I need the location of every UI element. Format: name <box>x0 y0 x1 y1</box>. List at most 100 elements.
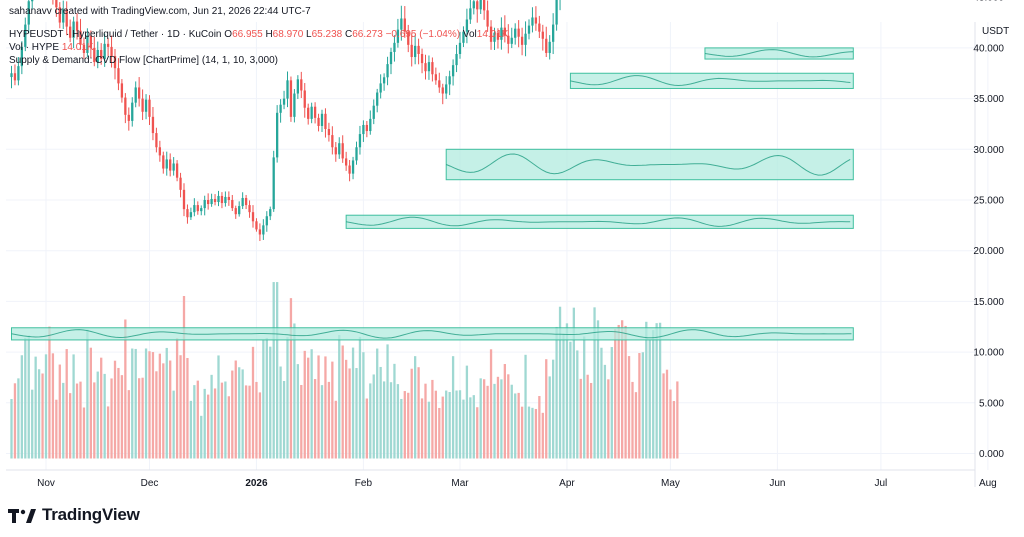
volume-bar <box>510 384 513 459</box>
price-tick-label: 40.000 <box>973 43 1004 54</box>
volume-bar <box>517 392 520 459</box>
candle-body <box>113 56 117 69</box>
volume-bar <box>351 347 355 459</box>
candle-body <box>20 46 23 67</box>
candle-body <box>27 1 30 25</box>
volume-bar <box>189 400 193 459</box>
volume-bar <box>138 378 141 459</box>
volume-bar <box>458 390 462 459</box>
candle-body <box>248 205 251 213</box>
candle-body <box>234 208 237 215</box>
candle-body <box>207 200 210 205</box>
volume-bar <box>389 382 393 459</box>
volume-bar <box>238 367 241 459</box>
volume-bar <box>82 407 86 459</box>
volume-bar <box>186 357 189 459</box>
candle-body <box>58 7 61 23</box>
candle-body <box>286 80 289 99</box>
candle-body <box>462 31 465 43</box>
symbol-name: HYPEUSDT · Hyperliquid / Tether · 1D · K… <box>9 29 222 40</box>
candle-body <box>507 35 510 44</box>
volume-bar <box>269 346 272 459</box>
candle-body <box>62 9 65 23</box>
candle-body <box>386 64 389 78</box>
candle-body <box>410 44 413 58</box>
candle-body <box>345 158 348 166</box>
candle-body <box>317 117 320 126</box>
volume-bar <box>469 397 472 459</box>
open-label: O <box>224 29 233 40</box>
candle-body <box>545 38 548 53</box>
volume-bar <box>583 336 586 459</box>
volume-bar <box>179 355 182 459</box>
price-axis[interactable]: 80.00075.00070.00065.00060.00055.00050.0… <box>973 0 1004 487</box>
time-axis[interactable]: Nov Dec 2026 Feb Mar Apr May Jun Jul Aug <box>6 469 997 489</box>
volume-bar <box>472 395 475 459</box>
volume-bar <box>62 382 65 459</box>
close-label: C <box>344 29 353 40</box>
volume-bar <box>234 360 237 459</box>
volume-bar <box>193 385 196 459</box>
volume-bar <box>96 371 99 459</box>
volume-bar <box>210 374 213 459</box>
candle-body <box>486 10 489 27</box>
volume-bar <box>220 382 224 459</box>
volume-bar <box>451 356 455 459</box>
volume-bar <box>621 320 624 459</box>
candle-body <box>541 31 544 39</box>
candle-body <box>469 8 472 20</box>
volume-bar <box>603 364 607 459</box>
volume-bar <box>248 385 251 459</box>
credit-line: sahanavv created with TradingView.com, J… <box>9 6 311 17</box>
volume-bar <box>113 360 117 459</box>
volume-bar <box>486 385 489 459</box>
volume-bar <box>576 350 579 459</box>
time-tick-label: Dec <box>141 478 159 489</box>
volume-bar <box>320 385 324 459</box>
candle-body <box>120 83 124 98</box>
candle-body <box>420 53 424 64</box>
candle-body <box>320 113 324 126</box>
volume-bar <box>282 380 286 459</box>
candle-body <box>103 43 106 60</box>
volume-bar <box>362 352 365 459</box>
volume-bar <box>638 353 641 459</box>
volume-bar <box>376 348 379 459</box>
volume-bar <box>203 388 206 459</box>
volume-bar <box>341 345 344 459</box>
candle-body <box>531 17 534 26</box>
candle-body <box>517 28 520 37</box>
candle-body <box>520 36 524 45</box>
volume-bar <box>86 329 89 459</box>
tradingview-logo[interactable]: TradingView <box>8 505 140 525</box>
volume-bar <box>120 375 124 459</box>
volume-bar <box>327 381 331 459</box>
volume-bar <box>279 366 282 459</box>
candle-body <box>186 209 189 218</box>
volume-bar <box>51 353 55 459</box>
volume-bar <box>545 359 548 459</box>
candle-body <box>75 21 79 31</box>
low-label: L <box>306 29 312 40</box>
candle-body <box>369 118 372 132</box>
candle-body <box>445 84 448 94</box>
volume-bar <box>162 363 165 459</box>
volume-bar <box>124 319 127 459</box>
candle-body <box>434 74 437 81</box>
candle-body <box>483 0 486 11</box>
price-tick-label: 25.000 <box>973 196 1004 207</box>
volume-bar <box>69 393 72 459</box>
volume-bar <box>289 298 293 459</box>
volume-bar <box>34 356 37 459</box>
candle-body <box>193 205 196 213</box>
candle-body <box>407 31 410 45</box>
volume-bar <box>175 338 179 459</box>
volume-bar <box>662 373 665 459</box>
candle-body <box>165 159 168 169</box>
volume-bar <box>24 337 27 459</box>
volume-bar <box>58 364 61 459</box>
open-value: 66.955 <box>232 29 263 40</box>
candle-body <box>106 43 110 47</box>
candle-body <box>144 99 148 112</box>
